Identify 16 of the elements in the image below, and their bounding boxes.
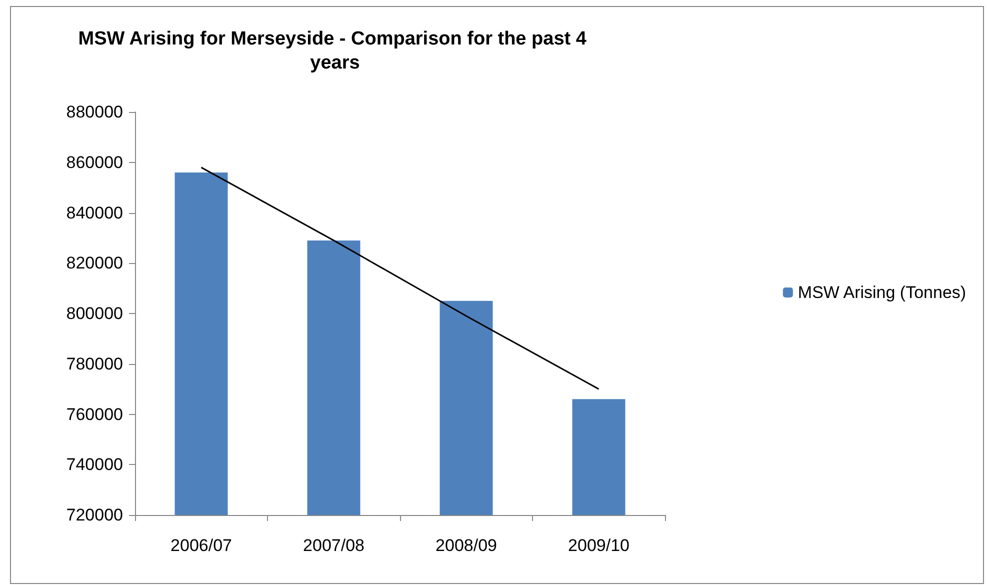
y-tick-label: 880000 — [66, 102, 123, 122]
y-tick-label: 820000 — [66, 254, 123, 273]
y-tick-label: 840000 — [66, 203, 123, 222]
chart-title: MSW Arising for Merseyside - Comparison for the past 4 years — [78, 28, 592, 74]
legend-label: MSW Arising (Tonnes) — [798, 283, 966, 302]
x-tick-label: 2008/09 — [436, 536, 497, 555]
line-series — [200, 166, 600, 390]
y-tick-label: 720000 — [66, 506, 123, 524]
x-tick-label: 2007/08 — [303, 536, 364, 555]
x-tick-label: 2009/10 — [568, 536, 630, 555]
y-tick-label: 740000 — [66, 455, 123, 474]
y-tick-label: 860000 — [66, 152, 123, 172]
y-tick-label: 800000 — [66, 304, 123, 323]
y-tick-label: 760000 — [66, 404, 123, 424]
y-tick-label: 780000 — [66, 354, 123, 374]
x-tick-label: 2006/07 — [170, 536, 232, 555]
